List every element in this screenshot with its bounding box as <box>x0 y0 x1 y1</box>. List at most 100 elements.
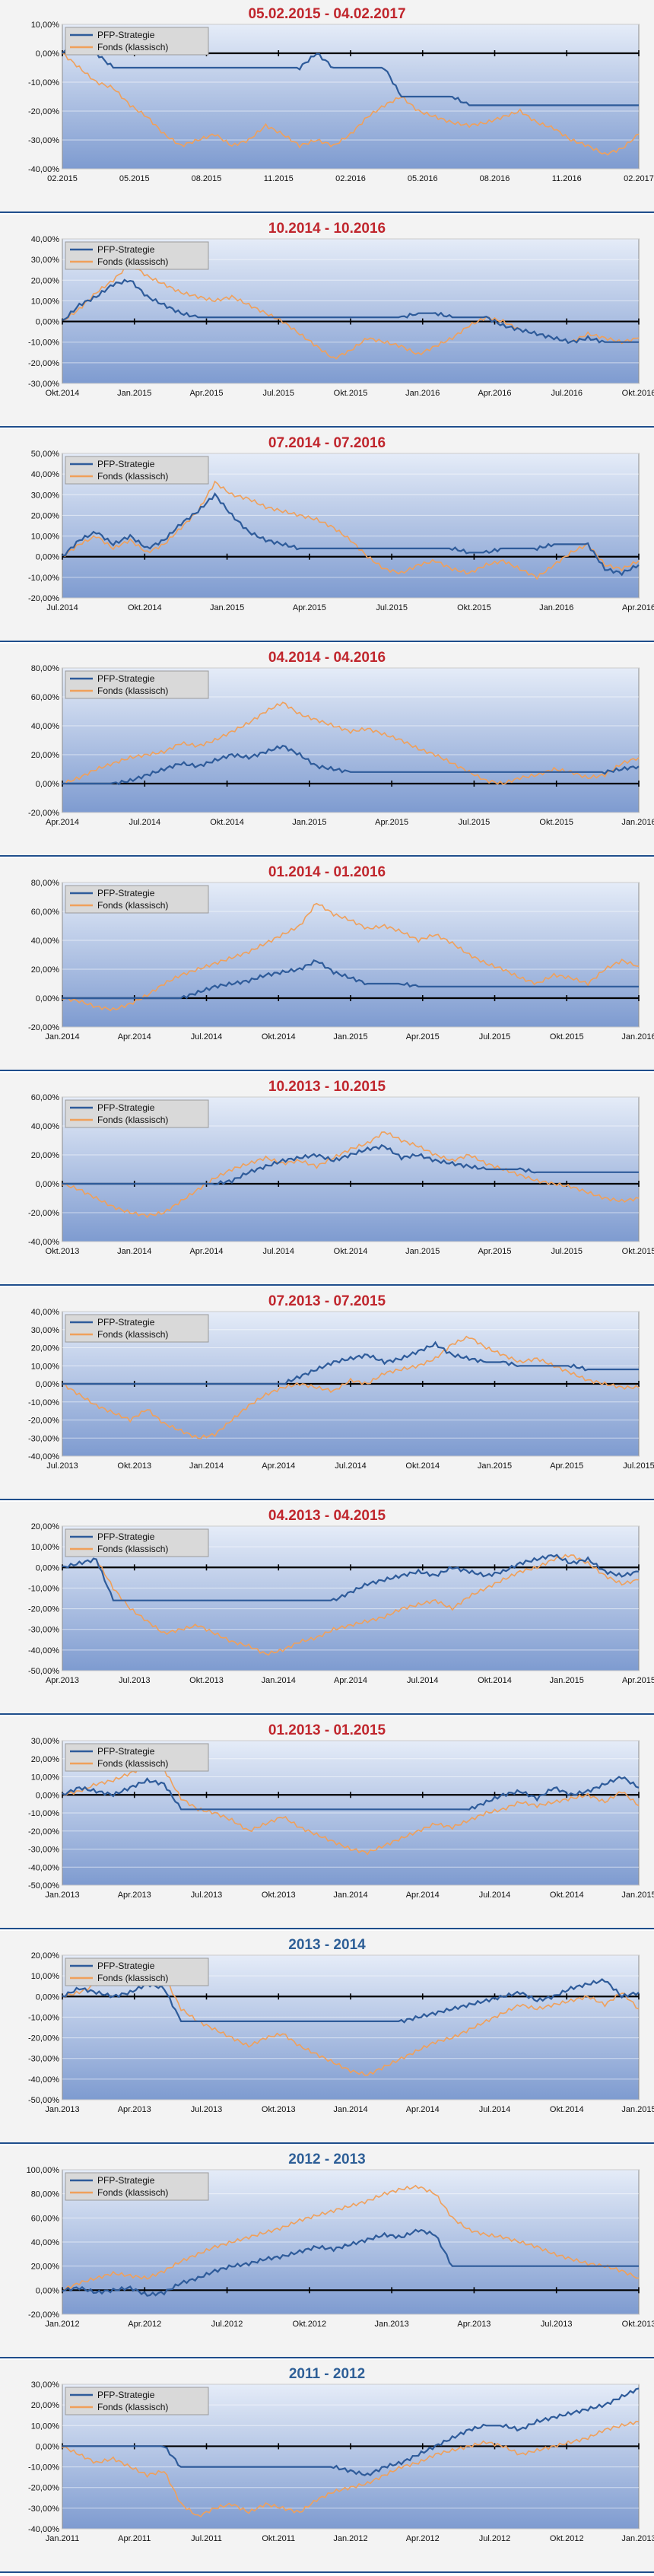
y-tick-label: -30,00% <box>28 136 59 145</box>
y-tick-label: 20,00% <box>31 1344 60 1353</box>
x-tick-label: Apr.2012 <box>128 2320 161 2329</box>
chart-svg: 80,00%60,00%40,00%20,00%0,00%-20,00%Apr.… <box>28 664 654 827</box>
x-tick-label: 11.2016 <box>552 174 582 183</box>
y-tick-label: -20,00% <box>28 107 59 116</box>
y-tick-label: 0,00% <box>36 780 59 789</box>
x-tick-label: 02.2015 <box>47 174 78 183</box>
y-tick-label: 40,00% <box>31 937 60 946</box>
y-tick-label: 10,00% <box>31 2422 60 2431</box>
legend-label-strategy: PFP-Strategie <box>97 673 155 684</box>
legend-label-strategy: PFP-Strategie <box>97 1961 155 1971</box>
x-tick-label: Apr.2014 <box>406 1891 440 1900</box>
legend-label-fund: Fonds (klassisch) <box>97 1544 168 1554</box>
chart-title: 05.02.2015 - 04.02.2017 <box>248 6 406 22</box>
y-tick-label: 40,00% <box>31 722 60 731</box>
x-tick-label: Jan.2015 <box>550 1676 584 1685</box>
y-tick-label: 20,00% <box>31 1522 60 1531</box>
y-tick-label: 20,00% <box>31 1951 60 1961</box>
chart-svg: 30,00% 20,00% 10,00% 0,00% -10,00% -20,00% -30… <box>28 2380 654 2543</box>
chart-panel: 80,00% 60,00% 40,00% 20,00% 0,00% -20,00% Jan.… <box>0 858 654 1071</box>
x-tick-label: Jan.2013 <box>45 2105 79 2114</box>
y-tick-label: 80,00% <box>31 879 60 888</box>
y-tick-label: -30,00% <box>28 2055 59 2064</box>
chart-panel: 60,00% 40,00% 20,00% 0,00% -20,00% -40,00% Okt… <box>0 1073 654 1286</box>
x-tick-label: Apr.2013 <box>118 2105 151 2114</box>
x-tick-label: Apr.2015 <box>478 1247 511 1256</box>
x-tick-label: Okt.2014 <box>46 389 80 398</box>
x-tick-label: Jan.2016 <box>539 603 573 612</box>
y-tick-label: -40,00% <box>28 2525 59 2534</box>
legend-label-strategy: PFP-Strategie <box>97 888 155 898</box>
y-tick-label: 0,00% <box>36 1992 59 2002</box>
chart-title: 04.2014 - 04.2016 <box>268 650 386 666</box>
x-tick-label: Jan.2013 <box>621 2534 654 2543</box>
x-tick-label: Okt.2013 <box>262 2105 296 2114</box>
x-tick-label: Jul.2014 <box>46 603 78 612</box>
legend-box <box>65 456 209 485</box>
chart-svg: 20,00% 10,00% 0,00% -10,00% -20,00% -30,00% -4… <box>28 1522 654 1685</box>
x-tick-label: Apr.2014 <box>262 1461 295 1471</box>
x-tick-label: Jan.2014 <box>45 1032 79 1042</box>
legend-label-fund: Fonds (klassisch) <box>97 42 168 52</box>
x-tick-label: Jan.2014 <box>262 1676 296 1685</box>
x-tick-label: Okt.2013 <box>622 2320 654 2329</box>
y-tick-label: 10,00% <box>31 1362 60 1371</box>
legend-label-fund: Fonds (klassisch) <box>97 471 168 482</box>
legend-label-strategy: PFP-Strategie <box>97 1531 155 1542</box>
y-tick-label: -20,00% <box>28 1209 59 1218</box>
x-tick-label: Jul.2013 <box>541 2320 573 2329</box>
y-tick-label: 20,00% <box>31 511 60 520</box>
x-tick-label: Jul.2015 <box>459 818 490 827</box>
x-tick-label: Apr.2013 <box>457 2320 490 2329</box>
y-tick-label: -10,00% <box>28 339 59 348</box>
legend-label-fund: Fonds (klassisch) <box>97 2187 168 2198</box>
legend-label-strategy: PFP-Strategie <box>97 30 155 40</box>
x-tick-label: 11.2015 <box>264 174 294 183</box>
y-tick-label: 30,00% <box>31 491 60 500</box>
y-tick-label: 0,00% <box>36 553 59 562</box>
x-tick-label: Jan.2011 <box>46 2534 79 2543</box>
legend-label-fund: Fonds (klassisch) <box>97 1758 168 1769</box>
y-tick-label: 60,00% <box>31 908 60 917</box>
legend-label-strategy: PFP-Strategie <box>97 1102 155 1113</box>
legend: PFP-Strategie Fonds (klassisch) <box>65 885 209 914</box>
y-tick-label: -30,00% <box>28 380 59 389</box>
x-tick-label: Jan.2015 <box>333 1032 367 1042</box>
x-tick-label: Jan.2014 <box>117 1247 151 1256</box>
series-line-fund <box>62 701 640 786</box>
x-tick-label: Apr.2014 <box>118 1032 151 1042</box>
x-tick-label: Jan.2015 <box>210 603 244 612</box>
legend-label-fund: Fonds (klassisch) <box>97 900 168 911</box>
series-line-strategy <box>62 2228 639 2297</box>
chart-title: 07.2013 - 07.2015 <box>268 1293 386 1309</box>
y-tick-label: 0,00% <box>36 49 59 59</box>
x-tick-label: Apr.2015 <box>293 603 326 612</box>
legend-box <box>65 1314 209 1343</box>
series-line-fund <box>62 2184 640 2292</box>
x-tick-label: Okt.2015 <box>550 1032 584 1042</box>
y-tick-label: 10,00% <box>31 533 60 542</box>
y-tick-label: -30,00% <box>28 1846 59 1855</box>
y-tick-label: -40,00% <box>28 165 59 174</box>
chart-title: 2013 - 2014 <box>288 1937 366 1953</box>
chart-panel: 40,00% 30,00% 20,00% 10,00% 0,00% -10,00% -20,… <box>0 1287 654 1500</box>
x-tick-label: Jul.2016 <box>551 389 583 398</box>
y-tick-label: -10,00% <box>28 2013 59 2022</box>
x-tick-label: Jan.2015 <box>405 1247 440 1256</box>
series-line-fund <box>62 902 640 1012</box>
series-line-strategy <box>62 959 639 1000</box>
y-tick-label: -20,00% <box>28 809 59 818</box>
x-tick-label: Okt.2014 <box>262 1032 296 1042</box>
y-tick-label: 0,00% <box>36 1563 59 1573</box>
x-tick-label: Apr.2014 <box>334 1676 367 1685</box>
chart-svg: 100,00% 80,00% 60,00% 40,00% 20,00% 0,00% -20,… <box>27 2166 654 2329</box>
x-tick-label: Jul.2015 <box>551 1247 583 1256</box>
legend-box <box>65 670 209 699</box>
chart-title: 2012 - 2013 <box>288 2151 366 2167</box>
x-tick-label: Apr.2013 <box>118 1891 151 1900</box>
chart-svg: 40,00% 30,00% 20,00% 10,00% 0,00% -10,00% -20,… <box>28 235 654 398</box>
y-tick-label: 40,00% <box>31 470 60 479</box>
